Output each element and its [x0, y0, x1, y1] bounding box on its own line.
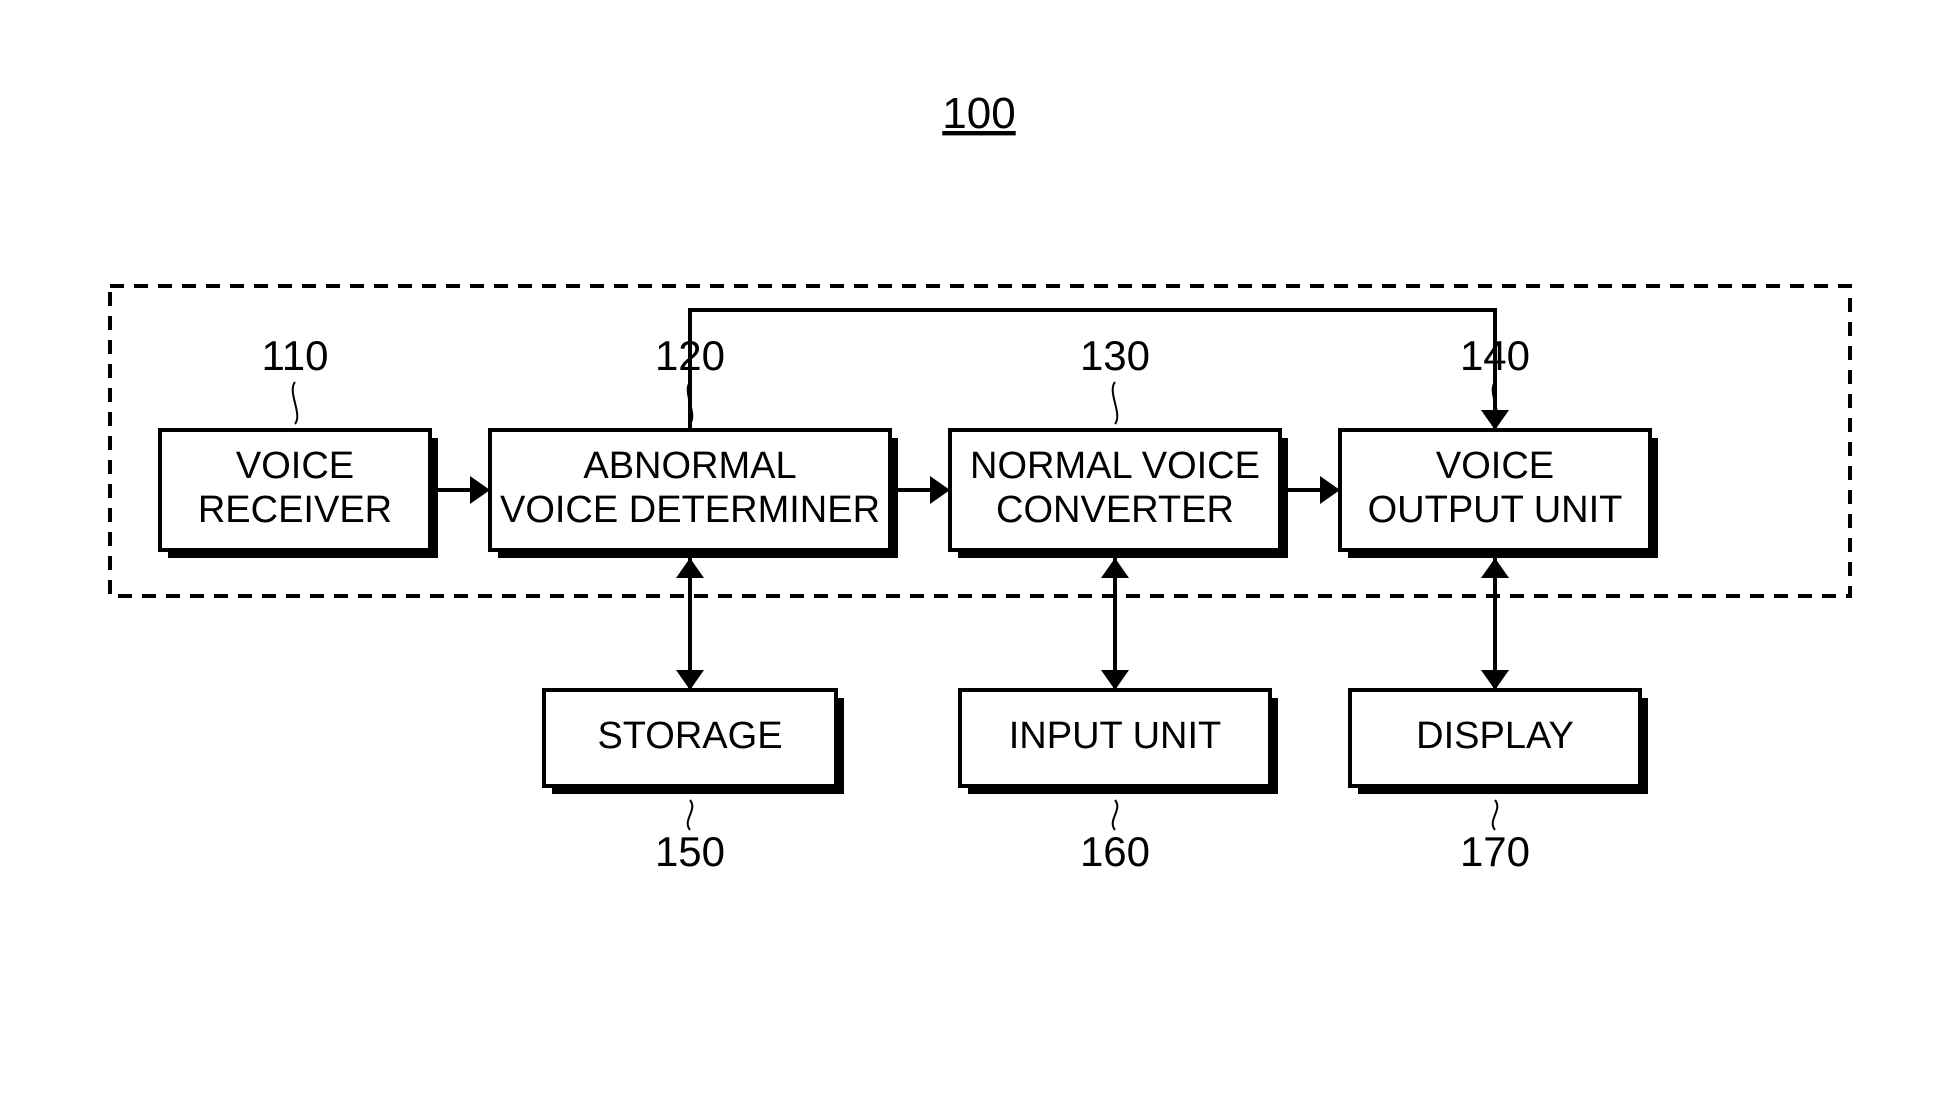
block-label-b140-l1: OUTPUT UNIT	[1368, 489, 1623, 531]
ref-b110: 110	[262, 332, 329, 379]
block-label-b130-l1: CONVERTER	[996, 489, 1234, 531]
block-label-b160-l0: INPUT UNIT	[1009, 715, 1222, 757]
block-label-b170-l0: DISPLAY	[1416, 715, 1574, 757]
block-label-b150-l0: STORAGE	[597, 715, 782, 757]
ref-b130: 130	[1080, 332, 1150, 379]
block-label-b110-l1: RECEIVER	[198, 489, 392, 531]
block-label-b140-l0: VOICE	[1436, 445, 1554, 487]
block-label-b120-l1: VOICE DETERMINER	[500, 489, 880, 531]
ref-b160: 160	[1080, 828, 1150, 875]
block-label-b110-l0: VOICE	[236, 445, 354, 487]
ref-b170: 170	[1460, 828, 1530, 875]
ref-b150: 150	[655, 828, 725, 875]
diagram-title: 100	[942, 89, 1015, 138]
block-label-b120-l0: ABNORMAL	[583, 445, 796, 487]
block-label-b130-l0: NORMAL VOICE	[970, 445, 1260, 487]
